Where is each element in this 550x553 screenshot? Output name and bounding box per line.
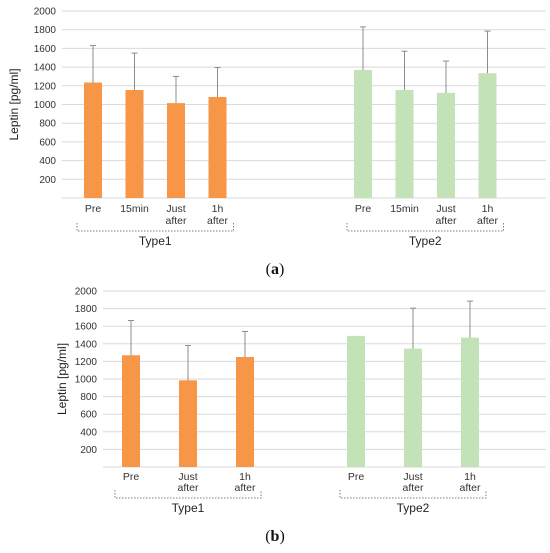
bar: [179, 380, 197, 467]
y-tick-label: 200: [80, 445, 97, 456]
y-tick-label: 1800: [34, 25, 57, 36]
y-tick-label: 200: [39, 175, 56, 186]
panel-label-a-letter: a: [271, 261, 279, 278]
panel-label-a: (a): [265, 261, 285, 278]
y-tick-label: 1200: [75, 357, 98, 368]
group-label: Type1: [172, 501, 205, 515]
bar: [122, 355, 140, 467]
y-axis-label: Leptin [pg/ml]: [55, 343, 69, 415]
panel-label-b-letter: b: [270, 528, 280, 545]
bar: [208, 97, 227, 198]
group-bracket: [346, 223, 504, 232]
group-bracket: [76, 223, 234, 232]
x-category-label: Pre: [355, 203, 372, 215]
y-tick-label: 2000: [75, 287, 98, 298]
x-category-label: 15min: [120, 203, 149, 215]
bar: [437, 92, 455, 198]
y-tick-label: 400: [39, 156, 56, 167]
y-tick-label: 1600: [34, 44, 57, 55]
bar: [167, 103, 185, 198]
x-category-label: Just after: [402, 471, 424, 494]
y-tick-label: 800: [39, 119, 56, 130]
y-tick-label: 400: [80, 427, 97, 438]
chart-panel-a: 200 400 600 800 1000 1200 1400 1600 1800 2000 Lept…: [0, 0, 550, 255]
chart-svg-b: 200 400 600 800 1000 1200 1400 1600 1800 2000 Lept…: [55, 287, 546, 515]
panel-label-b: (b): [265, 528, 285, 545]
bar: [404, 348, 422, 467]
x-category-label: 1h after: [477, 203, 499, 227]
group-bracket: [114, 490, 262, 499]
y-tick-label: 1000: [34, 100, 57, 111]
x-category-label: Just after: [177, 471, 199, 494]
y-tick-label: 1000: [75, 375, 98, 386]
group-bracket: [339, 490, 487, 499]
group-label: Type2: [397, 501, 430, 515]
x-category-label: Pre: [85, 203, 102, 215]
bar: [347, 335, 365, 467]
bar: [478, 73, 497, 198]
y-tick-label: 600: [80, 410, 97, 421]
y-tick-label: 1600: [75, 322, 98, 333]
bar: [125, 90, 144, 198]
x-category-label: 1h after: [234, 471, 256, 494]
bar: [461, 337, 479, 467]
group-label: Type2: [409, 234, 442, 248]
bar: [236, 357, 254, 467]
x-category-label: 1h after: [459, 471, 481, 494]
x-category-label: 15min: [390, 203, 419, 215]
y-tick-label: 800: [80, 392, 97, 403]
x-category-label: Pre: [123, 471, 140, 483]
y-tick-label: 1400: [34, 63, 57, 74]
group-label: Type1: [139, 234, 172, 248]
y-tick-label: 600: [39, 137, 56, 148]
x-category-label: 1h after: [207, 203, 229, 227]
x-category-label: Just after: [165, 203, 187, 227]
chart-panel-b: 200 400 600 800 1000 1200 1400 1600 1800 2000 Lept…: [0, 282, 550, 527]
y-tick-label: 1400: [75, 339, 98, 350]
x-category-label: Just after: [435, 203, 457, 227]
y-tick-label: 1800: [75, 304, 98, 315]
bar: [84, 82, 102, 198]
y-tick-label: 2000: [34, 7, 57, 18]
y-tick-label: 1200: [34, 81, 57, 92]
x-category-label: Pre: [348, 471, 365, 483]
bar: [354, 69, 372, 198]
bar: [395, 90, 414, 198]
chart-svg-a: 200 400 600 800 1000 1200 1400 1600 1800 2000 Lept…: [7, 7, 546, 248]
y-axis-label: Leptin [pg/ml]: [7, 68, 21, 140]
